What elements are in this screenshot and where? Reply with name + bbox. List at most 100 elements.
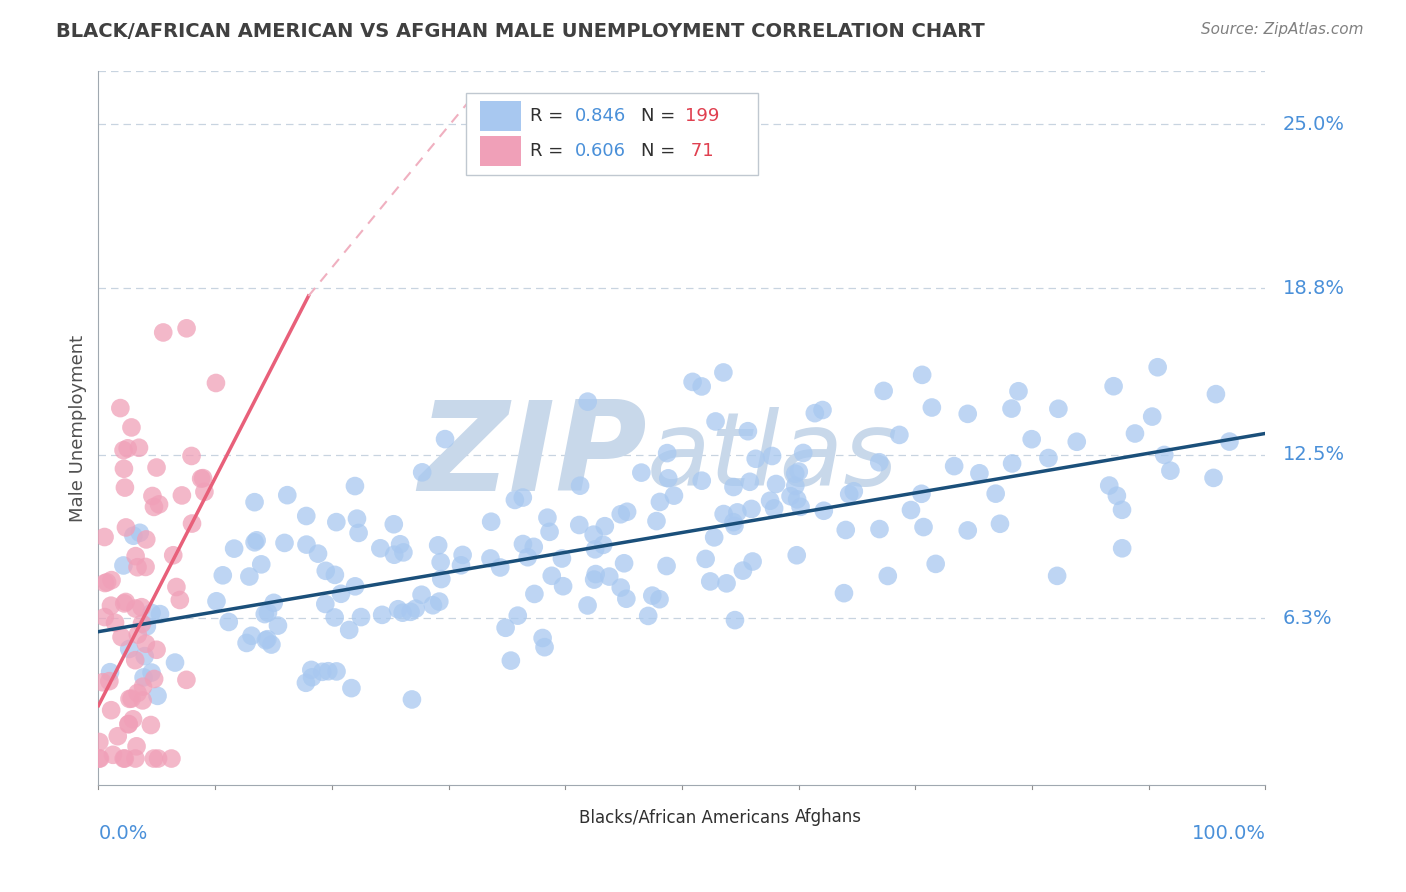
Point [112, 596, 135, 610]
Point [969, 467, 991, 481]
Point [141, 665, 163, 680]
Point [450, 558, 472, 573]
Point [411, 466, 433, 480]
Point [205, 594, 228, 608]
Point [340, 681, 363, 695]
Point [128, 525, 150, 540]
Point [657, 446, 679, 460]
Point [124, 601, 146, 615]
Point [1102, 379, 1125, 393]
Point [218, 615, 240, 629]
Point [569, 479, 592, 493]
FancyBboxPatch shape [479, 136, 520, 166]
Text: 25.0%: 25.0% [1282, 115, 1346, 134]
Point [1105, 489, 1128, 503]
Point [135, 560, 157, 574]
Point [94, 576, 117, 591]
Text: R =: R = [530, 107, 569, 125]
Point [146, 689, 169, 703]
Point [869, 522, 891, 536]
Point [253, 607, 276, 621]
Point [122, 529, 145, 543]
Point [645, 514, 668, 528]
Point [737, 424, 759, 438]
Point [1038, 450, 1060, 465]
Point [785, 467, 807, 481]
Point [347, 525, 370, 540]
Point [399, 605, 422, 619]
Point [346, 511, 368, 525]
Point [295, 538, 318, 552]
Point [662, 489, 685, 503]
Point [323, 610, 346, 624]
Point [695, 552, 717, 566]
Text: 100.0%: 100.0% [1191, 824, 1265, 843]
Point [235, 636, 257, 650]
Point [315, 564, 337, 578]
Point [254, 633, 277, 648]
Point [114, 481, 136, 495]
Point [89, 735, 111, 749]
Point [96, 575, 118, 590]
Point [538, 524, 561, 539]
Point [1218, 434, 1240, 449]
Point [585, 567, 607, 582]
Point [582, 527, 605, 541]
Point [337, 623, 360, 637]
FancyBboxPatch shape [479, 101, 520, 130]
Point [224, 541, 246, 556]
Point [132, 680, 155, 694]
Point [551, 551, 574, 566]
Point [1146, 360, 1168, 375]
Point [276, 488, 298, 502]
Point [787, 465, 810, 479]
Point [181, 516, 204, 531]
Point [889, 428, 911, 442]
Point [314, 597, 336, 611]
Point [613, 556, 636, 570]
Point [576, 599, 599, 613]
Point [250, 558, 273, 572]
Point [301, 670, 323, 684]
Point [872, 384, 894, 398]
Point [405, 601, 427, 615]
FancyBboxPatch shape [530, 806, 571, 828]
Point [94, 610, 117, 624]
Point [723, 515, 745, 529]
Point [813, 504, 835, 518]
Point [131, 693, 153, 707]
FancyBboxPatch shape [747, 806, 787, 828]
Point [112, 751, 135, 765]
Point [190, 472, 212, 486]
Point [741, 502, 763, 516]
Point [344, 579, 367, 593]
Point [876, 569, 898, 583]
Point [427, 538, 450, 552]
Point [789, 500, 811, 514]
Point [804, 406, 827, 420]
Text: 71: 71 [685, 143, 714, 161]
Point [785, 479, 807, 493]
Point [143, 500, 166, 514]
Point [583, 573, 606, 587]
Point [912, 520, 935, 534]
Point [741, 554, 763, 568]
Point [176, 673, 198, 687]
Point [1159, 464, 1181, 478]
Point [371, 607, 394, 622]
Point [921, 401, 943, 415]
Point [87, 751, 110, 765]
Point [1046, 569, 1069, 583]
Point [170, 488, 193, 502]
Point [648, 495, 671, 509]
Text: Blacks/African Americans: Blacks/African Americans [579, 808, 790, 826]
Point [430, 572, 453, 586]
Point [786, 548, 808, 562]
Point [451, 548, 474, 562]
Point [193, 484, 215, 499]
Point [132, 670, 155, 684]
Text: 0.0%: 0.0% [98, 824, 148, 843]
Point [124, 751, 146, 765]
Point [1001, 457, 1024, 471]
Point [1000, 401, 1022, 416]
